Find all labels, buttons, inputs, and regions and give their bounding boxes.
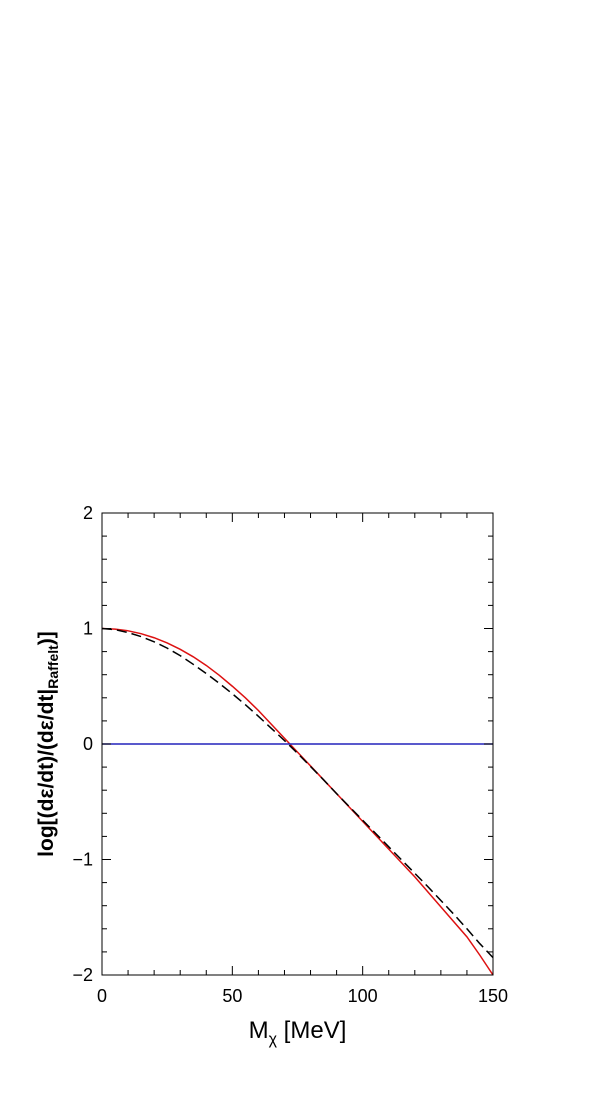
x-tick-label: 100 (348, 986, 378, 1006)
y-tick-label: −2 (72, 965, 93, 985)
series-line-2 (102, 629, 493, 958)
x-axis-title: Mχ [MeV] (249, 1017, 347, 1048)
series-line-1 (102, 629, 493, 976)
y-axis-title: log[(dε/dt)/(dε/dt|Raffelt)] (35, 631, 61, 857)
x-tick-label: 0 (97, 986, 107, 1006)
y-tick-label: 0 (83, 734, 93, 754)
y-tick-label: −1 (72, 850, 93, 870)
y-tick-label: 2 (83, 503, 93, 523)
x-tick-label: 150 (478, 986, 508, 1006)
y-tick-label: 1 (83, 619, 93, 639)
series-lines (102, 629, 493, 976)
tick-labels: 0 50 100 150 −2 −1 0 1 2 (72, 503, 508, 1006)
x-tick-label: 50 (222, 986, 242, 1006)
